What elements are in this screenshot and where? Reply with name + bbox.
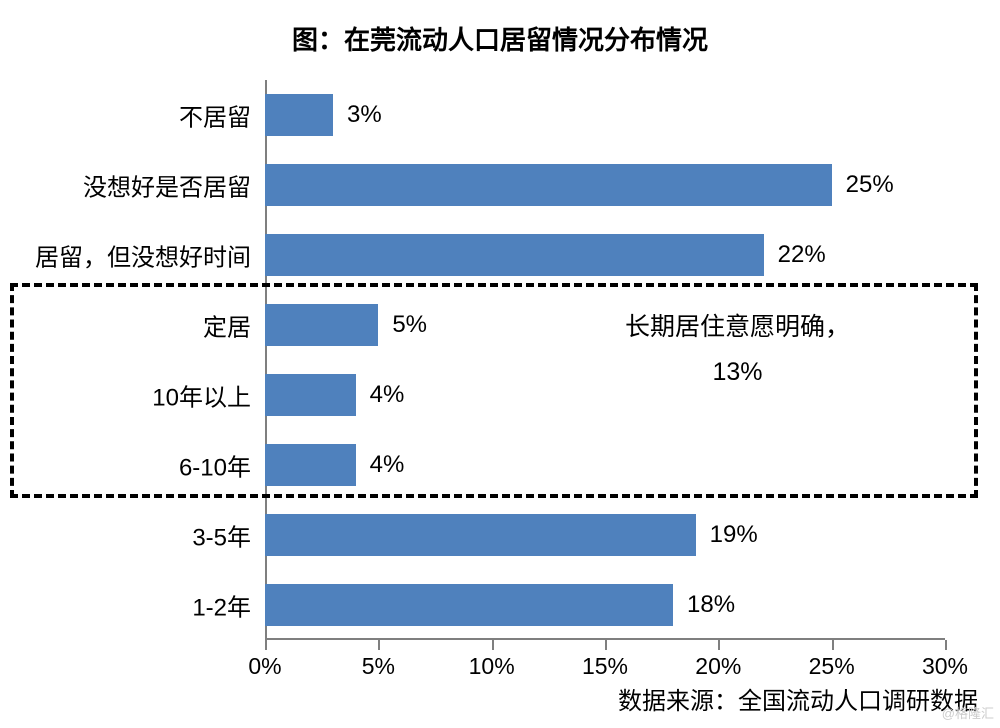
x-tick-label: 0%: [248, 653, 281, 680]
x-tick: [378, 640, 380, 650]
x-tick: [492, 640, 494, 650]
value-label: 3%: [333, 101, 382, 129]
bar-row: 1-2年 18%: [265, 570, 945, 640]
chart-container: 图：在莞流动人口居留情况分布情况 0% 5% 10% 15% 20% 25% 3…: [0, 0, 1000, 728]
value-label: 25%: [832, 171, 894, 199]
x-tick-label: 30%: [922, 653, 968, 680]
category-label: 不居留: [179, 98, 265, 133]
bar: [265, 514, 696, 556]
annotation-text: 长期居住意愿明确， 13%: [625, 305, 850, 395]
x-tick-label: 20%: [695, 653, 741, 680]
value-label: 18%: [673, 591, 735, 619]
category-label: 3-5年: [192, 518, 265, 553]
x-tick: [945, 640, 947, 650]
x-tick-label: 5%: [362, 653, 395, 680]
x-tick-label: 10%: [469, 653, 515, 680]
bar-row: 没想好是否居留 25%: [265, 150, 945, 220]
value-label: 4%: [356, 451, 405, 479]
chart-title: 图：在莞流动人口居留情况分布情况: [0, 20, 1000, 57]
value-label: 22%: [764, 241, 826, 269]
x-tick: [265, 640, 267, 650]
bar: [265, 584, 673, 626]
value-label: 4%: [356, 381, 405, 409]
x-tick-label: 25%: [809, 653, 855, 680]
value-label: 5%: [378, 311, 427, 339]
annotation-line: 长期居住意愿明确，: [625, 313, 850, 341]
watermark: @格隆汇: [942, 703, 994, 722]
data-source: 数据来源：全国流动人口调研数据: [618, 681, 978, 716]
bar: [265, 164, 832, 206]
annotation-line: 13%: [712, 358, 762, 386]
bar-row: 6-10年 4%: [265, 430, 945, 500]
category-label: 没想好是否居留: [83, 168, 265, 203]
category-label: 10年以上: [152, 378, 265, 413]
category-label: 1-2年: [192, 588, 265, 623]
x-tick: [832, 640, 834, 650]
plot-area: 0% 5% 10% 15% 20% 25% 30% 不居留 3% 没想好是否居留…: [265, 80, 945, 640]
x-tick: [718, 640, 720, 650]
bar-row: 3-5年 19%: [265, 500, 945, 570]
bar-row: 居留，但没想好时间 22%: [265, 220, 945, 290]
bar: [265, 304, 378, 346]
x-tick: [605, 640, 607, 650]
category-label: 居留，但没想好时间: [35, 238, 265, 273]
x-tick-label: 15%: [582, 653, 628, 680]
category-label: 6-10年: [179, 448, 265, 483]
bar: [265, 234, 764, 276]
bar: [265, 94, 333, 136]
category-label: 定居: [203, 308, 265, 343]
bar: [265, 444, 356, 486]
value-label: 19%: [696, 521, 758, 549]
bar: [265, 374, 356, 416]
bar-row: 不居留 3%: [265, 80, 945, 150]
